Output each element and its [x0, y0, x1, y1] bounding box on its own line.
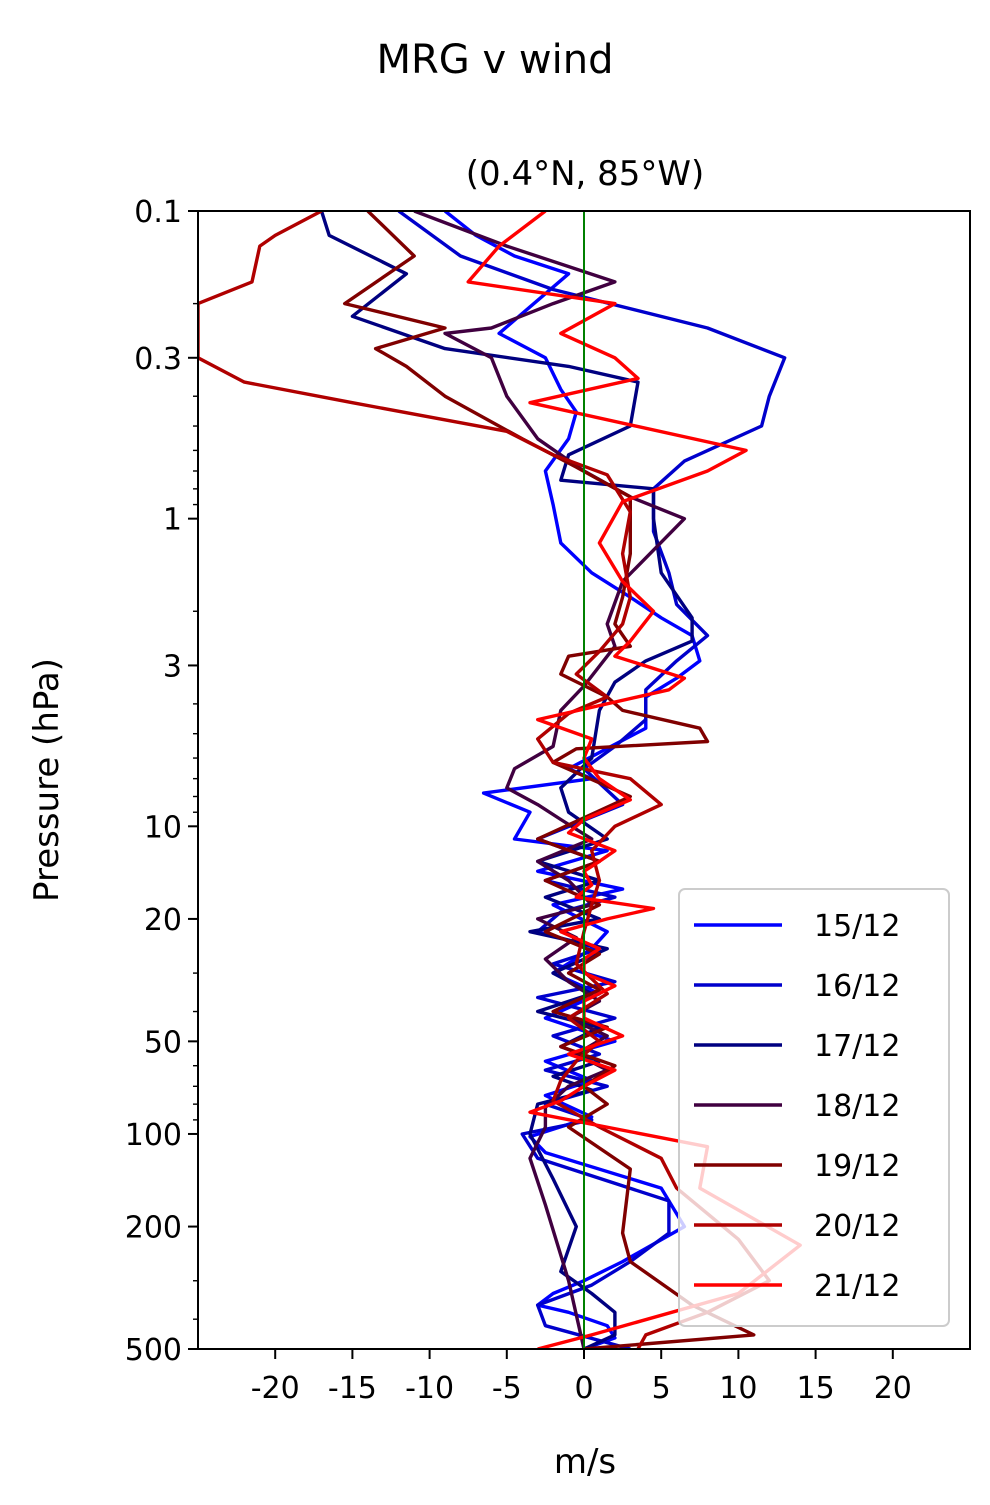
x-tick-label: 15: [797, 1371, 835, 1406]
x-tick-label: -20: [251, 1371, 300, 1406]
legend-label-7: 21/12: [814, 1269, 900, 1304]
y-tick-label: 200: [125, 1211, 182, 1246]
y-tick-label: 500: [125, 1333, 182, 1368]
series-line-4: [413, 211, 687, 1349]
y-axis-label: Pressure (hPa): [27, 658, 67, 902]
x-tick-label: 20: [874, 1371, 912, 1406]
y-tick-label: 1: [163, 503, 182, 538]
legend-label-4: 18/12: [814, 1089, 900, 1124]
legend: 15/12 16/12 17/12 18/12 19/12 20/12 21/12: [678, 888, 950, 1327]
x-tick-label: 5: [652, 1371, 671, 1406]
y-tick-label: 0.1: [134, 195, 182, 230]
legend-label-1: 15/12: [814, 909, 900, 944]
x-tick-label: 10: [719, 1371, 757, 1406]
y-tick-label: 50: [144, 1025, 182, 1060]
chart-suptitle: MRG v wind: [377, 37, 614, 83]
legend-label-3: 17/12: [814, 1029, 900, 1064]
x-tick-label: -10: [405, 1371, 454, 1406]
y-tick-label: 100: [125, 1118, 182, 1153]
series-line-1: [443, 211, 702, 1349]
series-group: [198, 211, 802, 1349]
chart-title: (0.4°N, 85°W): [466, 154, 705, 194]
y-tick-label: 10: [144, 810, 182, 845]
x-tick-label: -15: [328, 1371, 377, 1406]
series-line-7: [466, 211, 802, 1349]
legend-label-6: 20/12: [814, 1209, 900, 1244]
y-tick-label: 3: [163, 649, 182, 684]
legend-label-2: 16/12: [814, 969, 900, 1004]
x-tick-label: -5: [492, 1371, 522, 1406]
series-line-3: [319, 211, 694, 1349]
legend-label-5: 19/12: [814, 1149, 900, 1184]
plot-area: -20 -15 -10 -5 0 5 10 15 20 0.1 0.3 1 3 10 20 50 100 200 5…: [125, 195, 971, 1406]
y-tick-label: 20: [144, 903, 182, 938]
x-axis-label: m/s: [554, 1442, 616, 1482]
x-tick-label: 0: [574, 1371, 593, 1406]
y-tick-label: 0.3: [134, 342, 182, 377]
legend-box: [678, 888, 950, 1327]
